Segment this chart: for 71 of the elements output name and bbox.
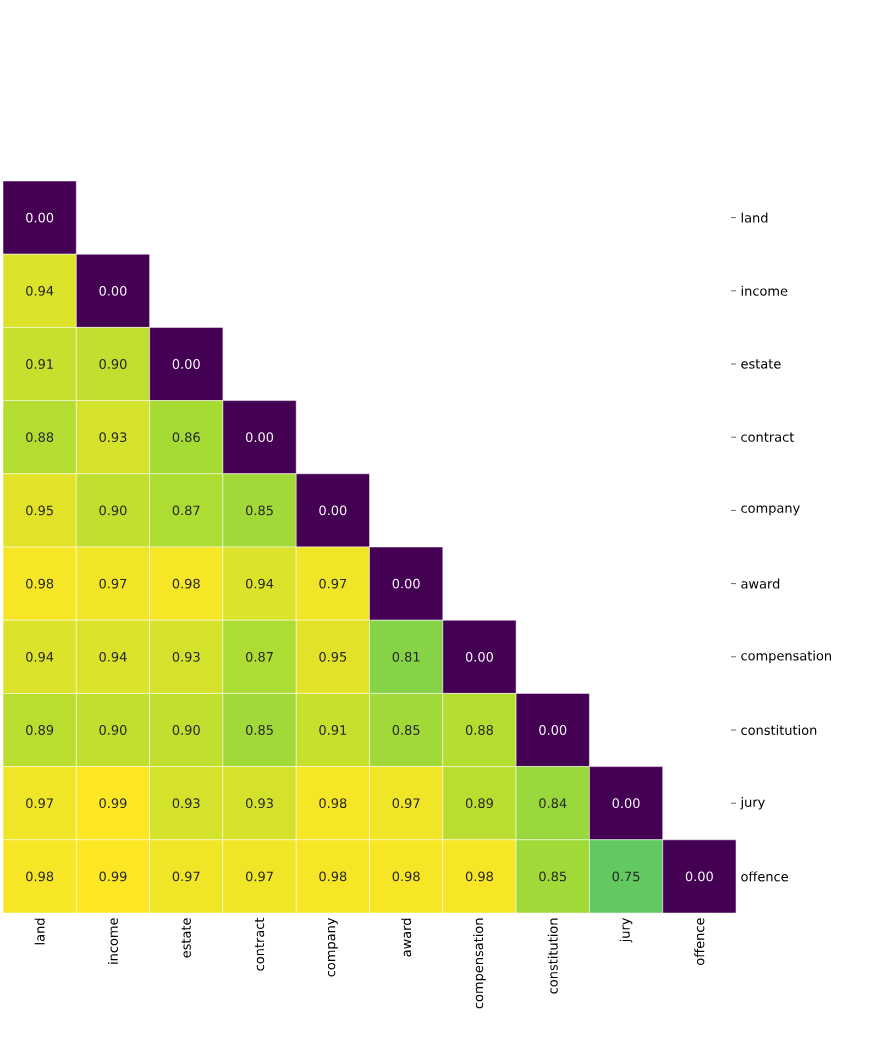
data-label: 0.00 (685, 871, 713, 882)
y-tick-label: income (741, 285, 788, 296)
data-label: 0.90 (99, 359, 127, 369)
data-label: 0.87 (245, 651, 273, 662)
y-tick-label: jury (740, 796, 765, 810)
data-label: 0.97 (319, 578, 347, 589)
data-label: 0.00 (392, 578, 420, 589)
data-label: 0.90 (99, 725, 127, 735)
y-tick-label: offence (741, 871, 788, 882)
data-label: 0.89 (26, 725, 54, 735)
data-label: 0.85 (245, 505, 273, 516)
data-label: 0.98 (392, 871, 420, 882)
data-label: 0.97 (99, 578, 127, 589)
y-tick-label: constitution (741, 724, 817, 736)
data-label: 0.89 (465, 798, 493, 809)
data-label: 0.00 (26, 212, 54, 223)
x-tick-label: constitution (547, 918, 558, 994)
x-tick-label: offence (694, 918, 705, 965)
data-label: 0.84 (539, 798, 567, 809)
x-tick-label: jury (619, 917, 633, 943)
data-label: 0.75 (612, 871, 640, 882)
data-label: 0.99 (99, 798, 127, 809)
data-label: 0.90 (172, 725, 200, 735)
data-label: 0.00 (319, 505, 347, 516)
data-label: 0.95 (26, 505, 53, 516)
y-tick-label: compensation (741, 650, 831, 664)
data-label: 0.97 (245, 871, 273, 882)
data-label: 0.98 (319, 871, 347, 882)
y-tick-label: company (741, 505, 800, 516)
x-tick-label: estate (181, 918, 191, 958)
data-label: 0.00 (612, 798, 640, 809)
data-label: 0.90 (99, 505, 127, 516)
data-label: 0.00 (172, 359, 200, 369)
x-tick-label: compensation (473, 918, 486, 1009)
data-label: 0.91 (26, 359, 53, 369)
data-label: 0.93 (245, 798, 273, 809)
data-label: 0.98 (172, 578, 200, 589)
data-label: 0.97 (26, 798, 53, 809)
x-tick-label: award (401, 918, 412, 957)
data-label: 0.88 (465, 725, 493, 735)
y-tick-label: land (741, 212, 768, 223)
y-tick-label: contract (741, 432, 795, 442)
data-label: 0.93 (172, 798, 200, 809)
data-label: 0.85 (245, 725, 273, 735)
data-label: 0.98 (319, 798, 347, 809)
data-label: 0.99 (99, 871, 127, 882)
data-label: 0.98 (465, 871, 493, 882)
y-tick-label: estate (741, 359, 781, 369)
data-label: 0.87 (172, 505, 200, 516)
data-label: 0.00 (245, 432, 274, 443)
data-label: 0.97 (392, 798, 420, 809)
data-label: 0.91 (319, 725, 347, 735)
data-label: 0.97 (172, 871, 200, 882)
data-label: 0.81 (392, 651, 420, 662)
x-tick-label: company (327, 917, 338, 977)
data-label: 0.94 (245, 578, 274, 589)
data-label: 0.85 (392, 725, 420, 735)
data-label: 0.95 (319, 651, 347, 662)
data-label: 0.93 (172, 651, 200, 662)
data-label: 0.86 (172, 432, 200, 443)
x-tick-label: land (34, 918, 45, 945)
data-label: 0.94 (99, 651, 127, 662)
data-label: 0.98 (26, 871, 54, 882)
data-label: 0.00 (539, 725, 567, 735)
x-tick-label: contract (254, 917, 265, 971)
data-label: 0.00 (99, 285, 127, 296)
y-tick-label: award (741, 578, 780, 589)
x-tick-label: income (107, 918, 118, 964)
data-label: 0.00 (465, 651, 493, 662)
data-label: 0.93 (99, 432, 127, 443)
data-label: 0.88 (26, 432, 54, 443)
